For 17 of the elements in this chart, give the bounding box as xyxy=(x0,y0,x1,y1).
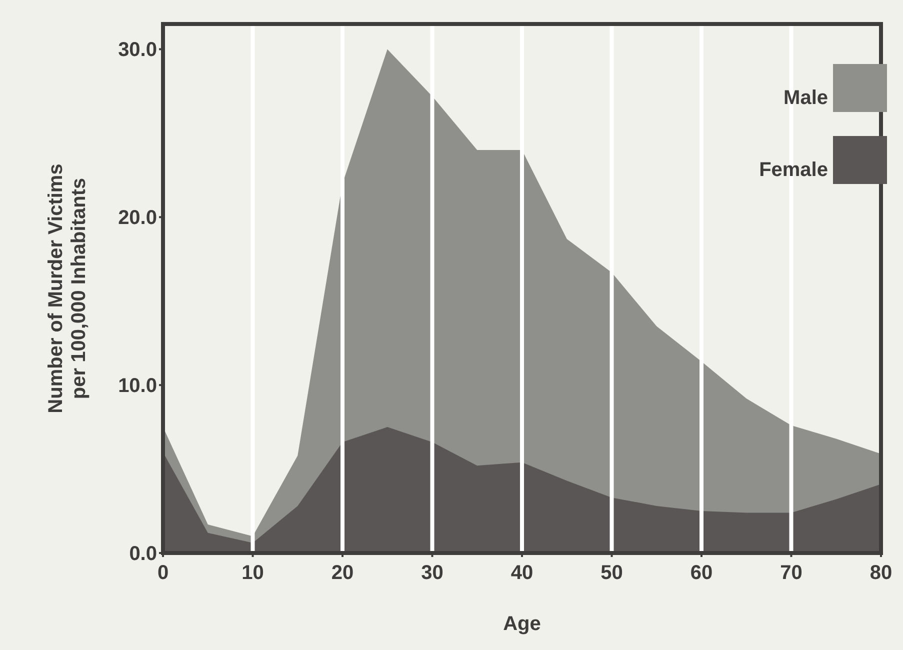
x-tick-label: 40 xyxy=(510,562,534,584)
x-tick-label: 70 xyxy=(780,562,802,584)
x-axis-title: Age xyxy=(503,613,541,635)
y-axis-title: Number of Murder Victims per 100,000 Inhabitants xyxy=(45,164,90,414)
legend-label: Male xyxy=(784,87,828,109)
y-tick-label: 10.0 xyxy=(118,375,157,398)
x-tick-label: 10 xyxy=(242,562,264,584)
x-tick-label: 60 xyxy=(690,562,713,584)
x-tick-label: 30 xyxy=(421,562,444,584)
legend-label: Female xyxy=(759,159,828,181)
x-tick-label: 20 xyxy=(331,562,354,584)
x-tick-label: 80 xyxy=(870,562,892,584)
y-tick-label: 0.0 xyxy=(129,543,157,565)
x-tick-label: 50 xyxy=(600,562,623,584)
y-tick-label: 30.0 xyxy=(118,39,157,62)
y-tick-label: 20.0 xyxy=(118,207,157,230)
x-tick-label: 0 xyxy=(157,562,169,584)
